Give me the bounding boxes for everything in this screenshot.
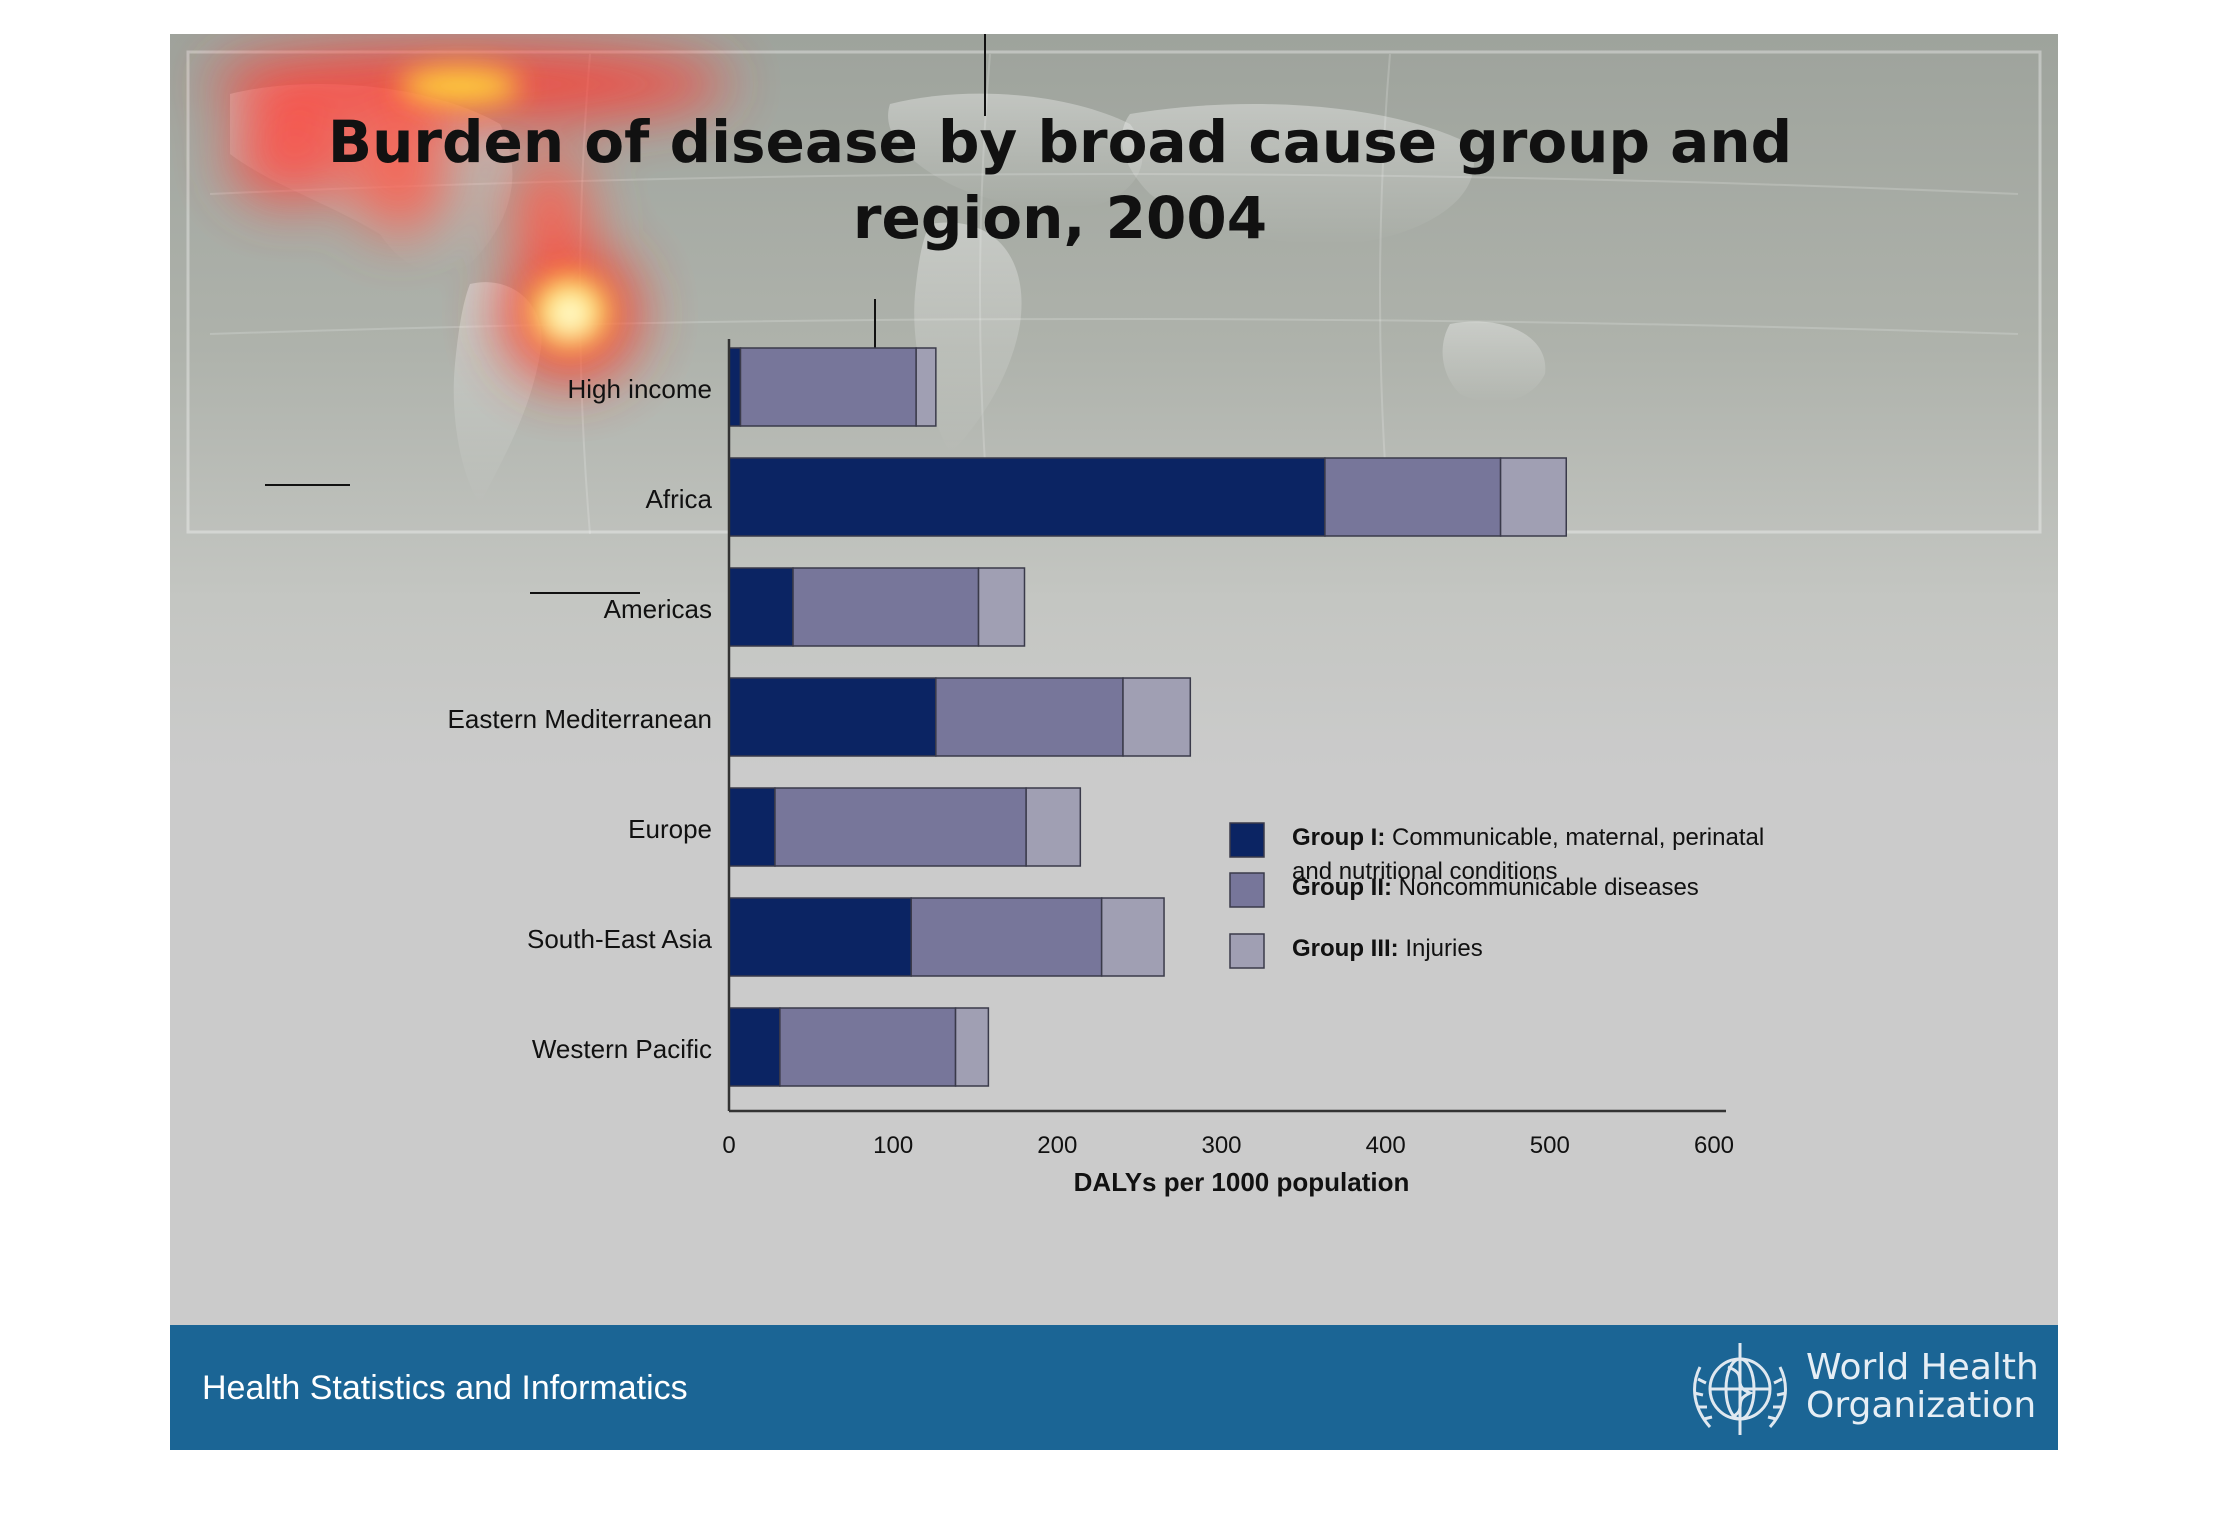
bar-segment-1 — [728, 347, 742, 427]
footer-department-text: Health Statistics and Informatics — [202, 1369, 688, 1407]
x-tick-label: 200 — [1037, 1132, 1077, 1159]
bar-segment-3 — [954, 1007, 990, 1087]
category-label: South-East Asia — [527, 924, 713, 954]
category-label: Eastern Mediterranean — [448, 704, 712, 734]
x-tick-label: 300 — [1201, 1132, 1241, 1159]
bar-segment-1 — [728, 897, 912, 977]
legend-series-description: Noncommunicable diseases — [1399, 874, 1699, 901]
footer-bar: Health Statistics and Informatics World … — [170, 1325, 2058, 1450]
category-label: Europe — [628, 814, 712, 844]
bar-segment-2 — [1324, 457, 1502, 537]
bar-segment-2 — [935, 677, 1124, 757]
slide: Burden of disease by broad cause group a… — [170, 34, 2058, 1450]
x-tick-label: 600 — [1694, 1132, 1734, 1159]
bar-segment-1 — [728, 1007, 781, 1087]
legend-swatch-1 — [1229, 822, 1265, 858]
bar-segment-2 — [739, 347, 917, 427]
legend: Group I: Communicable, maternal, perinat… — [1229, 822, 1764, 969]
who-name-line-2: Organization — [1806, 1385, 2037, 1426]
legend-series-description-cont: and nutritional conditions — [1292, 858, 1558, 885]
legend-series-name: Group II: — [1292, 874, 1399, 901]
x-axis-label: DALYs per 1000 population — [1074, 1167, 1410, 1197]
legend-entry-3: Group III: Injuries — [1292, 935, 1483, 962]
bar-segment-1 — [728, 457, 1326, 537]
bar-segment-2 — [910, 897, 1103, 977]
who-wordmark: World Health Organization — [1806, 1349, 2039, 1425]
category-labels: High income Africa Americas Eastern Mediter… — [448, 374, 713, 1064]
bar-segment-1 — [728, 567, 794, 647]
bar-segment-2 — [779, 1007, 957, 1087]
stacked-bar-chart: High income Africa Americas Eastern Mediter… — [265, 34, 1764, 1197]
title-line-1: Burden of disease by broad cause group a… — [327, 108, 1793, 176]
who-name-line-1: World Health — [1806, 1347, 2039, 1388]
category-label: Africa — [646, 484, 713, 514]
title-line-2: region, 2004 — [852, 184, 1268, 252]
bar-segment-3 — [1100, 897, 1165, 977]
legend-entry-2: Group II: Noncommunicable diseases — [1292, 874, 1699, 901]
bar-segment-3 — [1122, 677, 1192, 757]
bar-segment-3 — [1025, 787, 1082, 867]
legend-swatch-3 — [1229, 933, 1265, 969]
x-tick-label: 100 — [873, 1132, 913, 1159]
legend-series-description: Communicable, maternal, perinatal — [1392, 824, 1764, 851]
axes: 0 100 200 300 400 500 600 DALYs per 1000 popula… — [722, 339, 1734, 1197]
category-label: High income — [567, 374, 712, 404]
x-tick-label: 400 — [1366, 1132, 1406, 1159]
bar-segment-3 — [977, 567, 1026, 647]
bar-segment-2 — [792, 567, 980, 647]
bar-segment-1 — [728, 677, 937, 757]
category-label: Americas — [604, 594, 712, 624]
legend-swatch-2 — [1229, 872, 1265, 908]
x-tick-label: 500 — [1530, 1132, 1570, 1159]
chart-title: Burden of disease by broad cause group a… — [170, 104, 1950, 256]
bars-group — [728, 347, 1568, 1087]
x-tick-label: 0 — [722, 1132, 735, 1159]
legend-series-name: Group I: — [1292, 824, 1392, 851]
category-label: Western Pacific — [532, 1034, 712, 1064]
bar-segment-3 — [1499, 457, 1568, 537]
legend-series-name: Group III: — [1292, 935, 1405, 962]
bar-segment-2 — [774, 787, 1027, 867]
bar-segment-3 — [915, 347, 937, 427]
legend-entry-1: Group I: Communicable, maternal, perinat… — [1292, 824, 1764, 885]
bar-segment-1 — [728, 787, 776, 867]
legend-series-description: Injuries — [1405, 935, 1482, 962]
who-emblem-icon — [1693, 1343, 1787, 1435]
